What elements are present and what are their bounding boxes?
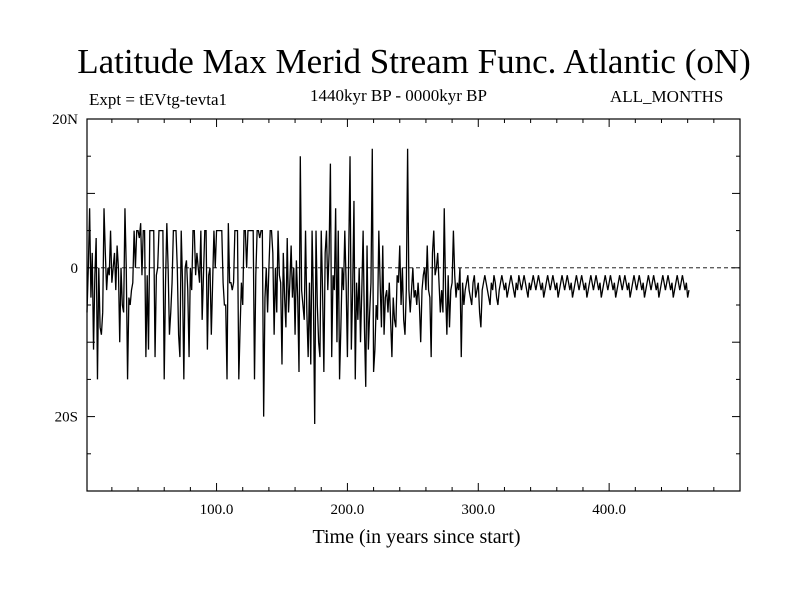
x-axis-label: Time (in years since start) <box>312 526 520 548</box>
y-tick-label: 20N <box>52 112 78 128</box>
chart-title: Latitude Max Merid Stream Func. Atlantic… <box>77 42 751 81</box>
experiment-label: Expt = tEVtg-tevta1 <box>89 90 228 109</box>
x-tick-label: 200.0 <box>331 502 365 518</box>
y-tick-label: 0 <box>71 261 79 277</box>
x-tick-label: 300.0 <box>461 502 495 518</box>
period-label: 1440kyr BP - 0000kyr BP <box>310 86 487 105</box>
x-tick-label: 100.0 <box>200 502 234 518</box>
y-tick-label: 20S <box>55 410 78 426</box>
months-label: ALL_MONTHS <box>610 87 724 106</box>
series-line <box>86 148 690 425</box>
x-tick-label: 400.0 <box>592 502 626 518</box>
